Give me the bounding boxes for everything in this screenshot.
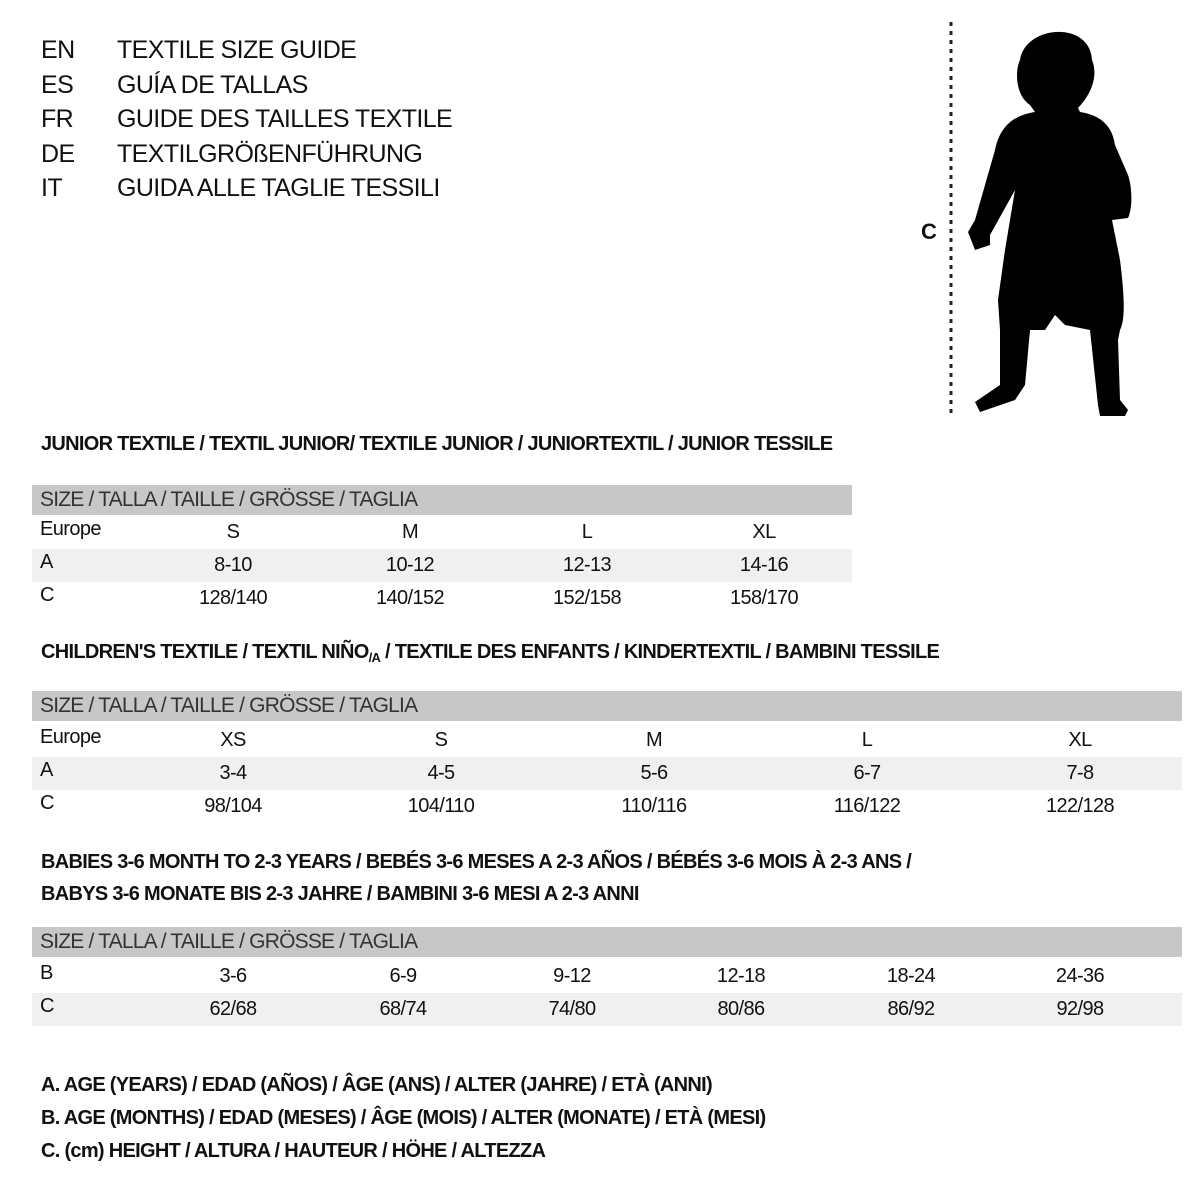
table-cell: 122/128 — [1045, 795, 1115, 817]
row-label: A — [40, 759, 53, 781]
junior-size-header: SIZE / TALLA / TAILLE / GRÖSSE / TAGLIA — [32, 485, 852, 515]
children-size-header: SIZE / TALLA / TAILLE / GRÖSSE / TAGLIA — [32, 691, 1182, 721]
row-label: C — [40, 792, 54, 814]
row-label: C — [40, 584, 54, 606]
legend-age-years: A. AGE (YEARS) / EDAD (AÑOS) / ÂGE (ANS)… — [41, 1074, 713, 1096]
table-cell: 7-8 — [1066, 762, 1094, 784]
size-header-text: SIZE / TALLA / TAILLE / GRÖSSE / TAGLIA — [40, 488, 418, 511]
table-cell: 62/68 — [209, 998, 257, 1020]
table-cell: 12-18 — [716, 965, 766, 987]
babies-section-title-line1: BABIES 3-6 MONTH TO 2-3 YEARS / BEBÉS 3-… — [41, 851, 912, 873]
table-cell: 98/104 — [204, 795, 262, 817]
table-cell: 18-24 — [886, 965, 936, 987]
children-section-title: CHILDREN'S TEXTILE / TEXTIL NIÑO/A / TEX… — [41, 641, 940, 665]
table-cell: 24-36 — [1055, 965, 1105, 987]
lang-code: FR — [41, 105, 74, 133]
table-cell: 3-6 — [219, 965, 247, 987]
row-label: Europe — [40, 518, 102, 540]
junior-table-row: C 128/140 140/152 152/158 158/170 — [32, 582, 852, 615]
table-cell: S — [434, 729, 448, 751]
table-cell: 140/152 — [375, 587, 445, 609]
table-cell: M — [401, 521, 419, 543]
row-label: Europe — [40, 726, 102, 748]
lang-title: GUIDE DES TAILLES TEXTILE — [117, 105, 453, 133]
table-cell: 152/158 — [552, 587, 622, 609]
children-title-sub: /A — [368, 650, 381, 665]
table-cell: 10-12 — [385, 554, 435, 576]
babies-table-row: B 3-6 6-9 9-12 12-18 18-24 24-36 — [32, 960, 1182, 993]
table-cell: 104/110 — [407, 795, 475, 817]
height-label: C — [921, 219, 937, 244]
table-cell: 80/86 — [717, 998, 765, 1020]
lang-title: GUÍA DE TALLAS — [117, 70, 308, 99]
table-cell: 4-5 — [427, 762, 455, 784]
table-cell: M — [645, 729, 663, 751]
table-cell: 68/74 — [379, 998, 427, 1020]
table-cell: 14-16 — [739, 554, 789, 576]
babies-size-header: SIZE / TALLA / TAILLE / GRÖSSE / TAGLIA — [32, 927, 1182, 957]
height-figure: C — [900, 0, 1200, 430]
children-table-row: Europe XS S M L XL — [32, 724, 1182, 757]
children-table-row: C 98/104 104/110 110/116 116/122 122/128 — [32, 790, 1182, 823]
children-title-rest: / TEXTILE DES ENFANTS / KINDERTEXTIL / B… — [380, 641, 940, 663]
row-label: A — [40, 551, 53, 573]
table-cell: XS — [220, 729, 246, 751]
size-header-text: SIZE / TALLA / TAILLE / GRÖSSE / TAGLIA — [40, 930, 418, 953]
children-title-main: CHILDREN'S TEXTILE / TEXTIL NIÑO — [41, 641, 369, 663]
table-cell: XL — [1068, 729, 1092, 751]
table-cell: L — [861, 729, 873, 751]
row-label: C — [40, 995, 54, 1017]
table-cell: 74/80 — [548, 998, 596, 1020]
lang-code: IT — [41, 174, 63, 202]
table-cell: 6-7 — [853, 762, 881, 784]
table-cell: 12-13 — [562, 554, 612, 576]
table-cell: 8-10 — [214, 554, 252, 576]
table-cell: XL — [752, 521, 776, 543]
legend-height: C. (cm) HEIGHT / ALTURA / HAUTEUR / HÖHE… — [41, 1140, 546, 1162]
junior-table-row: Europe S M L XL — [32, 516, 852, 549]
lang-code: ES — [41, 70, 74, 99]
table-cell: 158/170 — [729, 587, 799, 609]
lang-title: TEXTILE SIZE GUIDE — [117, 36, 357, 64]
language-titles: EN TEXTILE SIZE GUIDE ES GUÍA DE TALLAS FR… — [0, 33, 600, 213]
row-label: B — [40, 962, 53, 984]
table-cell: 86/92 — [887, 998, 935, 1020]
children-table-row: A 3-4 4-5 5-6 6-7 7-8 — [32, 757, 1182, 790]
size-header-text: SIZE / TALLA / TAILLE / GRÖSSE / TAGLIA — [40, 694, 418, 717]
table-cell: 3-4 — [219, 762, 247, 784]
table-cell: L — [581, 521, 593, 543]
legend-age-months: B. AGE (MONTHS) / EDAD (MESES) / ÂGE (MO… — [41, 1107, 766, 1129]
table-cell: 5-6 — [640, 762, 668, 784]
lang-code: EN — [41, 36, 75, 64]
babies-table-row: C 62/68 68/74 74/80 80/86 86/92 92/98 — [32, 993, 1182, 1026]
lang-title: TEXTILGRÖßENFÜHRUNG — [117, 139, 423, 168]
junior-section-title: JUNIOR TEXTILE / TEXTIL JUNIOR/ TEXTILE … — [41, 433, 833, 455]
table-cell: 92/98 — [1056, 998, 1104, 1020]
table-cell: 110/116 — [621, 795, 687, 817]
lang-code: DE — [41, 139, 75, 168]
lang-title: GUIDA ALLE TAGLIE TESSILI — [117, 174, 440, 202]
table-cell: 116/122 — [833, 795, 901, 817]
table-cell: 6-9 — [389, 965, 417, 987]
junior-table-row: A 8-10 10-12 12-13 14-16 — [32, 549, 852, 582]
child-silhouette-icon — [968, 31, 1132, 417]
table-cell: 128/140 — [198, 587, 268, 609]
table-cell: S — [226, 521, 240, 543]
babies-section-title-line2: BABYS 3-6 MONATE BIS 2-3 JAHRE / BAMBINI… — [41, 883, 639, 905]
table-cell: 9-12 — [553, 965, 591, 987]
